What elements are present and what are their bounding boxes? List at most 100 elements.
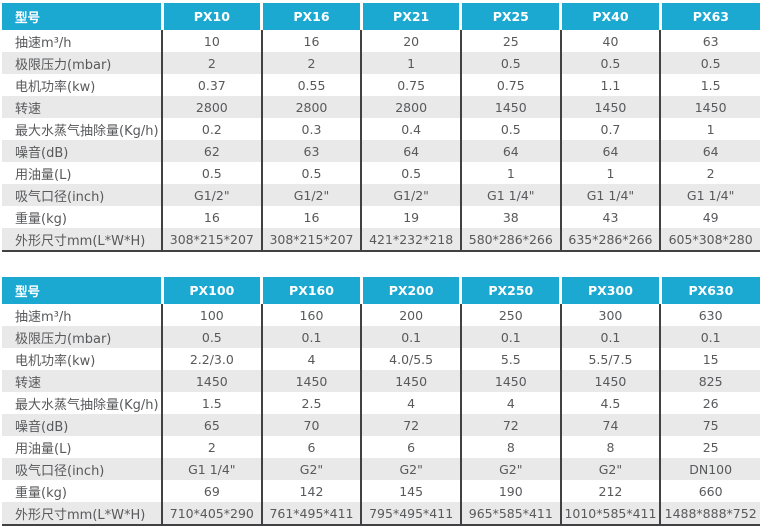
spec-value: 72: [459, 414, 561, 436]
spec-value: 0.75: [360, 74, 461, 96]
spec-value: 761*495*411: [260, 502, 362, 526]
spec-value: 16: [260, 206, 362, 228]
spec-value: G1/2": [360, 184, 461, 206]
spec-value: 2: [161, 436, 262, 458]
spec-row: 电机功率(kw) 2.2/3.0 4 4.0/5.5 5.5 5.5/7.5 15: [2, 348, 760, 370]
spec-value: 1450: [360, 370, 461, 392]
spec-value: 64: [459, 140, 561, 162]
spec-row: 转速 2800 2800 2800 1450 1450 1450: [2, 96, 760, 118]
spec-value: 605*308*280: [659, 228, 760, 252]
spec-value: 25: [659, 436, 760, 458]
spec-value: 2: [161, 52, 262, 74]
spec-value: 1450: [459, 96, 561, 118]
spec-row: 重量(kg) 16 16 19 38 43 49: [2, 206, 760, 228]
spec-value: 1450: [161, 370, 262, 392]
spec-value: 8: [559, 436, 661, 458]
spec-value: 25: [459, 30, 561, 52]
model-column-header: PX200: [359, 277, 461, 304]
spec-row-label: 抽速m³/h: [2, 304, 162, 326]
spec-value: G2": [559, 458, 661, 480]
spec-value: 0.2: [161, 118, 262, 140]
model-column-header: PX160: [260, 277, 362, 304]
spec-value: 40: [559, 30, 661, 52]
spec-value: 16: [161, 206, 262, 228]
spec-value: 0.5: [161, 326, 262, 348]
spec-value: 64: [559, 140, 661, 162]
spec-value: G1 1/4": [161, 458, 262, 480]
spec-row: 电机功率(kw) 0.37 0.55 0.75 0.75 1.1 1.5: [2, 74, 760, 96]
pump-spec-table-small-models: 型号 PX10 PX16 PX21 PX25 PX40 PX63 抽速m³/h 10 16 20 25…: [2, 3, 760, 252]
model-column-header: PX63: [658, 3, 760, 30]
spec-value: 1488*888*752: [659, 502, 760, 526]
spec-value: 1450: [659, 96, 760, 118]
model-column-header: PX25: [459, 3, 561, 30]
spec-row-label: 重量(kg): [2, 206, 162, 228]
spec-value: 0.1: [559, 326, 661, 348]
spec-value: 0.5: [459, 118, 561, 140]
pump-spec-table-large-models: 型号 PX100 PX160 PX200 PX250 PX300 PX630 抽速m³/h 10…: [2, 277, 760, 526]
spec-value: 1.1: [559, 74, 661, 96]
spec-value: 26: [659, 392, 760, 414]
spec-row: 外形尺寸mm(L*W*H) 308*215*207 308*215*207 421*2…: [2, 228, 760, 252]
model-column-header: PX100: [160, 277, 262, 304]
spec-value: 6: [360, 436, 461, 458]
spec-value: 4: [360, 392, 461, 414]
spec-row-label: 电机功率(kw): [2, 74, 162, 96]
spec-value: 100: [161, 304, 262, 326]
spec-value: 0.3: [260, 118, 362, 140]
spec-value: 0.5: [161, 162, 262, 184]
spec-value: 300: [559, 304, 661, 326]
model-column-header: PX21: [359, 3, 461, 30]
spec-row-label: 最大水蒸气抽除量(Kg/h): [2, 118, 162, 140]
spec-value: 1.5: [161, 392, 262, 414]
spec-value: 142: [260, 480, 362, 502]
spec-value: 1: [559, 162, 661, 184]
spec-value: 2800: [360, 96, 461, 118]
spec-value: 200: [360, 304, 461, 326]
spec-row: 吸气口径(inch) G1 1/4" G2" G2" G2" G2" DN100: [2, 458, 760, 480]
spec-value: 74: [559, 414, 661, 436]
spec-value: 308*215*207: [161, 228, 262, 252]
spec-value: 212: [559, 480, 661, 502]
spec-value: 16: [260, 30, 362, 52]
spec-value: 0.1: [459, 326, 561, 348]
spec-row-label: 转速: [2, 96, 162, 118]
spec-value: 63: [659, 30, 760, 52]
spec-value: 19: [360, 206, 461, 228]
model-column-header: PX300: [559, 277, 661, 304]
spec-value: 0.1: [360, 326, 461, 348]
spec-value: 43: [559, 206, 661, 228]
spec-value: 62: [161, 140, 262, 162]
spec-value: 1450: [260, 370, 362, 392]
spec-row-label: 极限压力(mbar): [2, 52, 162, 74]
spec-value: 2.5: [260, 392, 362, 414]
model-column-header: PX40: [559, 3, 661, 30]
spec-value: 2: [659, 162, 760, 184]
spec-value: G2": [459, 458, 561, 480]
spec-value: 4: [260, 348, 362, 370]
spec-value: G2": [260, 458, 362, 480]
spec-value: 4: [459, 392, 561, 414]
spec-value: 69: [161, 480, 262, 502]
spec-value: 308*215*207: [260, 228, 362, 252]
model-column-header: PX10: [160, 3, 262, 30]
spec-value: 6: [260, 436, 362, 458]
spec-row-label: 外形尺寸mm(L*W*H): [2, 502, 162, 526]
spec-value: 795*495*411: [360, 502, 461, 526]
spec-value: 0.37: [161, 74, 262, 96]
spec-row-label: 噪音(dB): [2, 140, 162, 162]
spec-value: 190: [459, 480, 561, 502]
spec-value: 49: [659, 206, 760, 228]
spec-value: 72: [360, 414, 461, 436]
spec-value: 0.1: [260, 326, 362, 348]
table-header-row: 型号 PX10 PX16 PX21 PX25 PX40 PX63: [2, 3, 760, 30]
spec-value: 0.7: [559, 118, 661, 140]
spec-value: 5.5/7.5: [559, 348, 661, 370]
spec-row: 外形尺寸mm(L*W*H) 710*405*290 761*495*411 795*4…: [2, 502, 760, 526]
spec-value: 1450: [559, 96, 661, 118]
spec-value: 145: [360, 480, 461, 502]
spec-row: 吸气口径(inch) G1/2" G1/2" G1/2" G1 1/4" G1 1/4" G…: [2, 184, 760, 206]
spec-value: 5.5: [459, 348, 561, 370]
spec-value: 580*286*266: [459, 228, 561, 252]
spec-value: 2800: [161, 96, 262, 118]
